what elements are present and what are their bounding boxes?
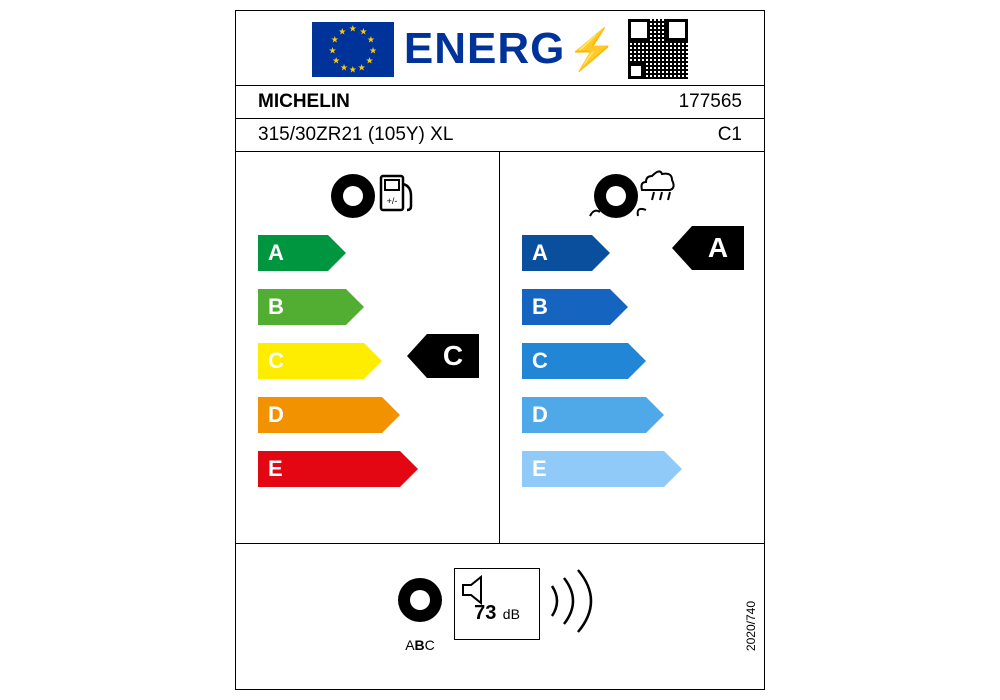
energy-wordmark: ENERG ⚡: [404, 24, 618, 74]
wet-rating-bars: ABCDEA: [522, 230, 752, 492]
rating-bar-label: C: [532, 348, 548, 374]
rating-bar-label: A: [532, 240, 548, 266]
label-header: ★ ★ ★ ★ ★ ★ ★ ★ ★ ★ ★ ★ ENERG ⚡: [236, 11, 764, 85]
sound-waves-icon: [546, 566, 606, 641]
rating-bar-label: B: [532, 294, 548, 320]
lightning-bolt-icon: ⚡: [567, 26, 618, 73]
rating-bar-label: D: [532, 402, 548, 428]
rating-bar-label: E: [268, 456, 283, 482]
svg-text:+/-: +/-: [386, 196, 397, 206]
brand-name: MICHELIN: [258, 91, 350, 113]
wet-grip-icon: [522, 162, 752, 230]
tyre-class: C1: [718, 124, 742, 146]
ratings-section: +/- A B C D E C A B C D E A: [236, 151, 764, 543]
rating-row-d: D: [258, 392, 487, 438]
rating-bar-label: C: [268, 348, 284, 374]
energy-text: ENERG: [404, 24, 565, 74]
rating-row-a: A: [258, 230, 487, 276]
brand-row: MICHELIN 177565: [236, 85, 764, 118]
fuel-efficiency-icon: +/-: [258, 162, 487, 230]
rating-bar-label: A: [268, 240, 284, 266]
rating-bar-label: D: [268, 402, 284, 428]
noise-db-unit: dB: [503, 606, 520, 622]
fuel-rating-bars: A B C D E C: [258, 230, 487, 492]
size-row: 315/30ZR21 (105Y) XL C1: [236, 118, 764, 151]
noise-value-box: 73 dB: [454, 568, 540, 640]
fuel-efficiency-column: +/- A B C D E C: [236, 152, 500, 543]
eu-flag-icon: ★ ★ ★ ★ ★ ★ ★ ★ ★ ★ ★ ★: [312, 22, 394, 77]
noise-section: ABC 73 dB 2020/740: [236, 543, 764, 663]
rating-row-b: B: [258, 284, 487, 330]
noise-tire-icon: ABC: [394, 570, 446, 637]
model-id: 177565: [679, 91, 742, 113]
tyre-size: 315/30ZR21 (105Y) XL: [258, 124, 453, 146]
rating-row-c: C: [522, 338, 752, 384]
rating-bar-label: B: [268, 294, 284, 320]
qr-code-icon[interactable]: [628, 19, 688, 79]
regulation-reference: 2020/740: [744, 601, 758, 651]
rating-row-b: B: [522, 284, 752, 330]
rating-row-e: E: [522, 446, 752, 492]
noise-class-scale: ABC: [405, 637, 435, 653]
rating-row-e: E: [258, 446, 487, 492]
wet-grip-column: A B C D E A: [500, 152, 764, 543]
wet-grip-selected-badge: A: [692, 226, 744, 270]
rating-bar-label: E: [532, 456, 547, 482]
eu-tyre-energy-label: ★ ★ ★ ★ ★ ★ ★ ★ ★ ★ ★ ★ ENERG ⚡ MICHELIN…: [235, 10, 765, 690]
rating-row-d: D: [522, 392, 752, 438]
fuel-efficiency-selected-badge: C: [427, 334, 479, 378]
